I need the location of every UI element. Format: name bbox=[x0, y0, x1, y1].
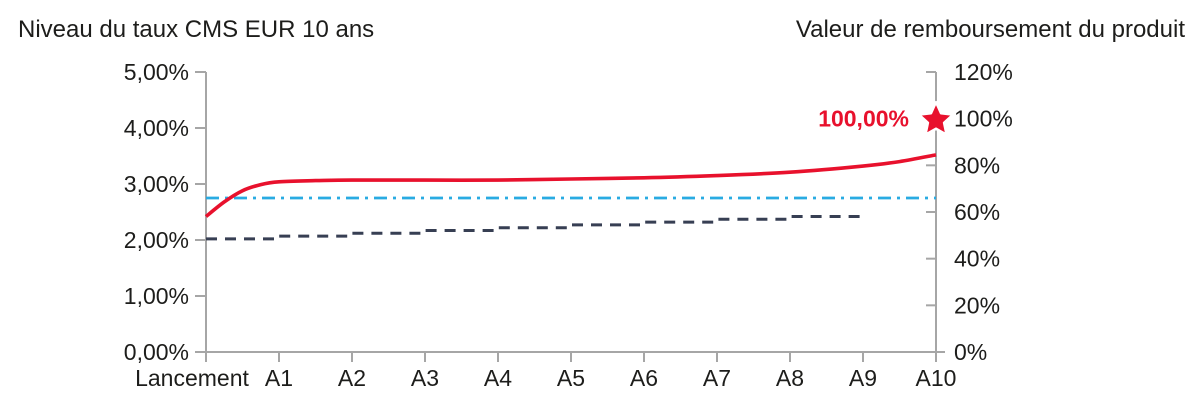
right-tick-label: 100% bbox=[954, 106, 1013, 132]
right-tick-label: 60% bbox=[954, 199, 1000, 225]
left-tick-label: 1,00% bbox=[124, 283, 189, 309]
right-tick-label: 20% bbox=[954, 292, 1000, 318]
x-tick-label: A6 bbox=[630, 365, 658, 391]
right-axis-title: Valeur de remboursement du produit bbox=[795, 16, 1185, 43]
x-tick-label: A10 bbox=[916, 365, 957, 391]
y-axis-left: 0,00% 1,00% 2,00% 3,00% 4,00% 5,00% bbox=[124, 59, 207, 365]
x-tick-label: A2 bbox=[338, 365, 366, 391]
left-tick-label: 3,00% bbox=[124, 171, 189, 197]
x-tick-label: A8 bbox=[776, 365, 804, 391]
left-tick-label: 5,00% bbox=[124, 59, 189, 85]
y-axis-right: 0% 20% 40% 60% 80% 100% 120% bbox=[926, 59, 1013, 365]
x-tick-label: A5 bbox=[557, 365, 585, 391]
x-axis: Lancement A1 A2 A3 A4 A5 A6 A7 A8 A9 A10 bbox=[135, 351, 957, 391]
cms-rate-line bbox=[204, 153, 937, 218]
x-tick-label: A7 bbox=[703, 365, 731, 391]
left-tick-label: 4,00% bbox=[124, 115, 189, 141]
left-tick-label: 0,00% bbox=[124, 339, 189, 365]
redemption-annotation: 100,00% bbox=[818, 100, 955, 136]
left-axis-title: Niveau du taux CMS EUR 10 ans bbox=[18, 16, 375, 43]
right-tick-label: 40% bbox=[954, 246, 1000, 272]
star-icon bbox=[917, 100, 955, 136]
left-tick-label: 2,00% bbox=[124, 227, 189, 253]
right-tick-label: 80% bbox=[954, 152, 1000, 178]
redemption-step-line bbox=[206, 215, 863, 241]
x-tick-label: A9 bbox=[849, 365, 877, 391]
x-tick-label: A3 bbox=[411, 365, 439, 391]
right-tick-label: 120% bbox=[954, 59, 1013, 85]
x-tick-label: Lancement bbox=[135, 365, 249, 391]
annotation-label: 100,00% bbox=[818, 106, 909, 132]
x-tick-label: A1 bbox=[265, 365, 293, 391]
x-tick-label: A4 bbox=[484, 365, 512, 391]
right-tick-label: 0% bbox=[954, 339, 987, 365]
